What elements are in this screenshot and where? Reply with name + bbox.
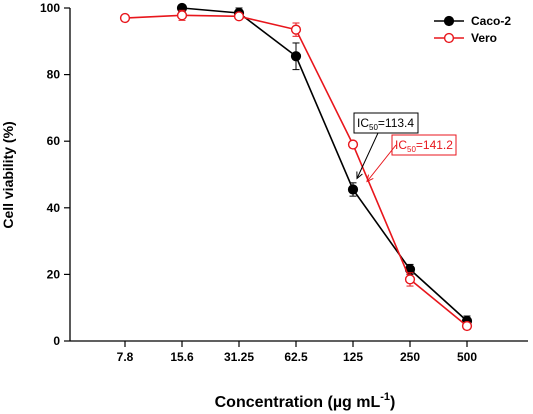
data-point xyxy=(290,24,302,35)
x-tick-label: 125 xyxy=(343,350,363,364)
x-tick-label: 7.8 xyxy=(117,350,134,364)
data-point xyxy=(347,139,359,150)
x-tick-label: 31.25 xyxy=(224,350,254,364)
data-point xyxy=(404,274,416,285)
series-layer xyxy=(119,2,473,332)
x-tick-label: 62.5 xyxy=(284,350,308,364)
ic50-annotation: IC50=141.2 xyxy=(366,134,457,183)
legend-entry: Vero xyxy=(434,31,497,45)
x-tick-label: 15.6 xyxy=(170,350,194,364)
y-tick-label: 80 xyxy=(47,68,61,82)
data-point xyxy=(233,11,245,22)
legend-entry: Caco-2 xyxy=(434,14,511,28)
data-point xyxy=(461,320,473,332)
y-tick-label: 100 xyxy=(40,1,60,15)
data-point xyxy=(119,12,131,24)
ic50-arrowhead xyxy=(356,171,363,180)
data-point xyxy=(347,184,359,195)
axes xyxy=(69,8,528,342)
ic50-arrowhead xyxy=(366,174,374,183)
y-tick-label: 60 xyxy=(47,134,61,148)
data-point xyxy=(176,10,188,21)
tick-group: 0 20 40 60 80 100 7.8 15.6 31.25 62.5 125 250 500 xyxy=(40,1,477,364)
ic50-arrow xyxy=(356,132,379,179)
series-caco-2 xyxy=(176,2,473,327)
ic50-box xyxy=(353,112,419,134)
ic50-label: IC50=141.2 xyxy=(395,138,453,154)
x-tick-label: 500 xyxy=(457,350,477,364)
legend-marker xyxy=(443,32,455,44)
ic50-label: IC50=113.4 xyxy=(357,116,414,132)
y-tick-label: 0 xyxy=(53,334,60,348)
ic50-box xyxy=(391,134,457,156)
ic50-annotation: IC50=113.4 xyxy=(353,112,419,180)
x-tick-label: 250 xyxy=(400,350,420,364)
ic50-arrow xyxy=(366,144,397,182)
y-tick-label: 20 xyxy=(47,267,61,281)
x-axis-title: Concentration (µg mL-1) xyxy=(215,391,396,411)
legend-label: Vero xyxy=(471,31,497,45)
data-point xyxy=(290,51,302,62)
y-tick-label: 40 xyxy=(47,201,61,215)
legend-marker xyxy=(443,15,455,27)
x-axis-title-sup: -1 xyxy=(380,391,390,403)
y-axis-title: Cell viability (%) xyxy=(0,121,16,228)
annotation-layer: IC50=113.4 IC50=141.2 xyxy=(353,112,457,183)
x-axis-title-main: Concentration (µg mL xyxy=(215,394,381,411)
legend-label: Caco-2 xyxy=(471,14,511,28)
series-vero xyxy=(119,9,473,332)
legend: Caco-2 Vero xyxy=(434,14,511,45)
series-line xyxy=(181,7,468,322)
x-axis-title-close: ) xyxy=(390,394,395,411)
